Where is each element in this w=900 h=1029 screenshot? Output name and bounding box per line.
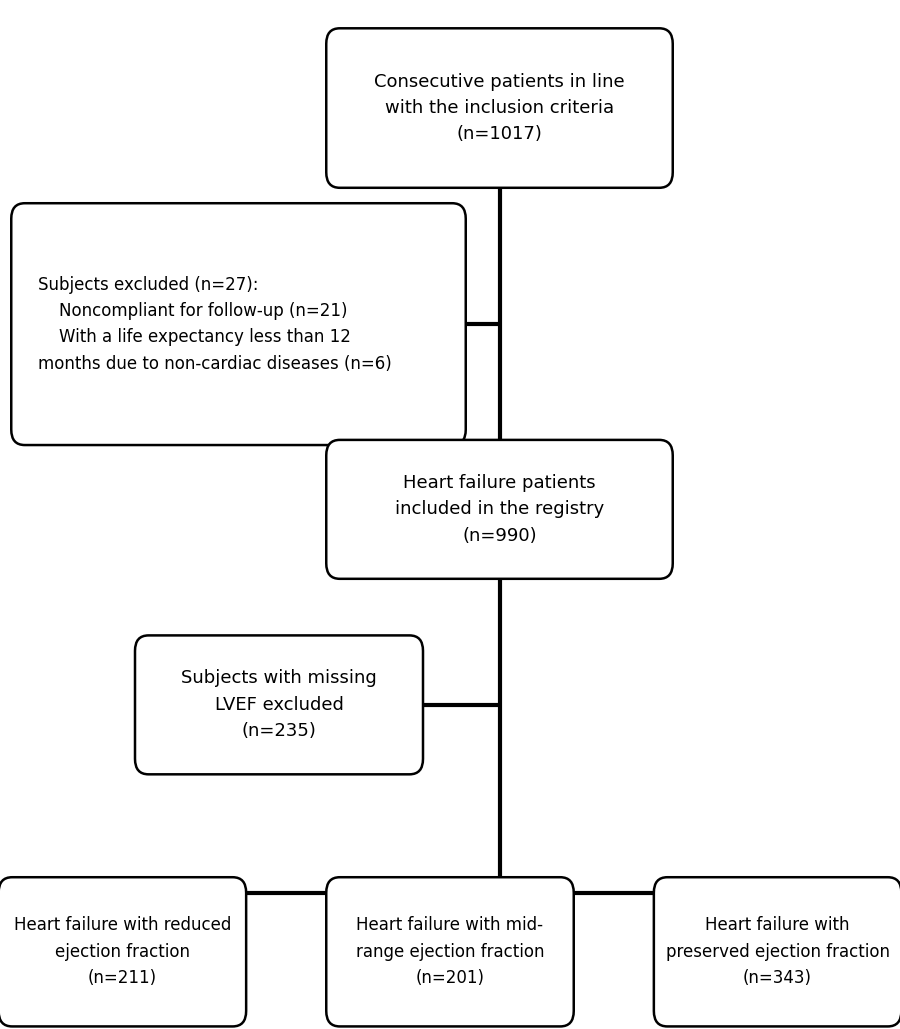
FancyBboxPatch shape — [0, 877, 247, 1027]
FancyBboxPatch shape — [653, 877, 900, 1027]
FancyBboxPatch shape — [12, 204, 466, 445]
Text: Heart failure with mid-
range ejection fraction
(n=201): Heart failure with mid- range ejection f… — [356, 917, 544, 987]
FancyBboxPatch shape — [135, 635, 423, 774]
FancyBboxPatch shape — [327, 440, 673, 578]
Text: Heart failure with
preserved ejection fraction
(n=343): Heart failure with preserved ejection fr… — [666, 917, 889, 987]
FancyBboxPatch shape — [327, 29, 673, 188]
Text: Heart failure patients
included in the registry
(n=990): Heart failure patients included in the r… — [395, 474, 604, 544]
Text: Subjects excluded (n=27):
    Noncompliant for follow-up (n=21)
    With a life : Subjects excluded (n=27): Noncompliant f… — [39, 276, 392, 372]
Text: Consecutive patients in line
with the inclusion criteria
(n=1017): Consecutive patients in line with the in… — [374, 73, 625, 143]
FancyBboxPatch shape — [326, 877, 574, 1027]
Text: Subjects with missing
LVEF excluded
(n=235): Subjects with missing LVEF excluded (n=2… — [181, 670, 377, 740]
Text: Heart failure with reduced
ejection fraction
(n=211): Heart failure with reduced ejection frac… — [14, 917, 231, 987]
